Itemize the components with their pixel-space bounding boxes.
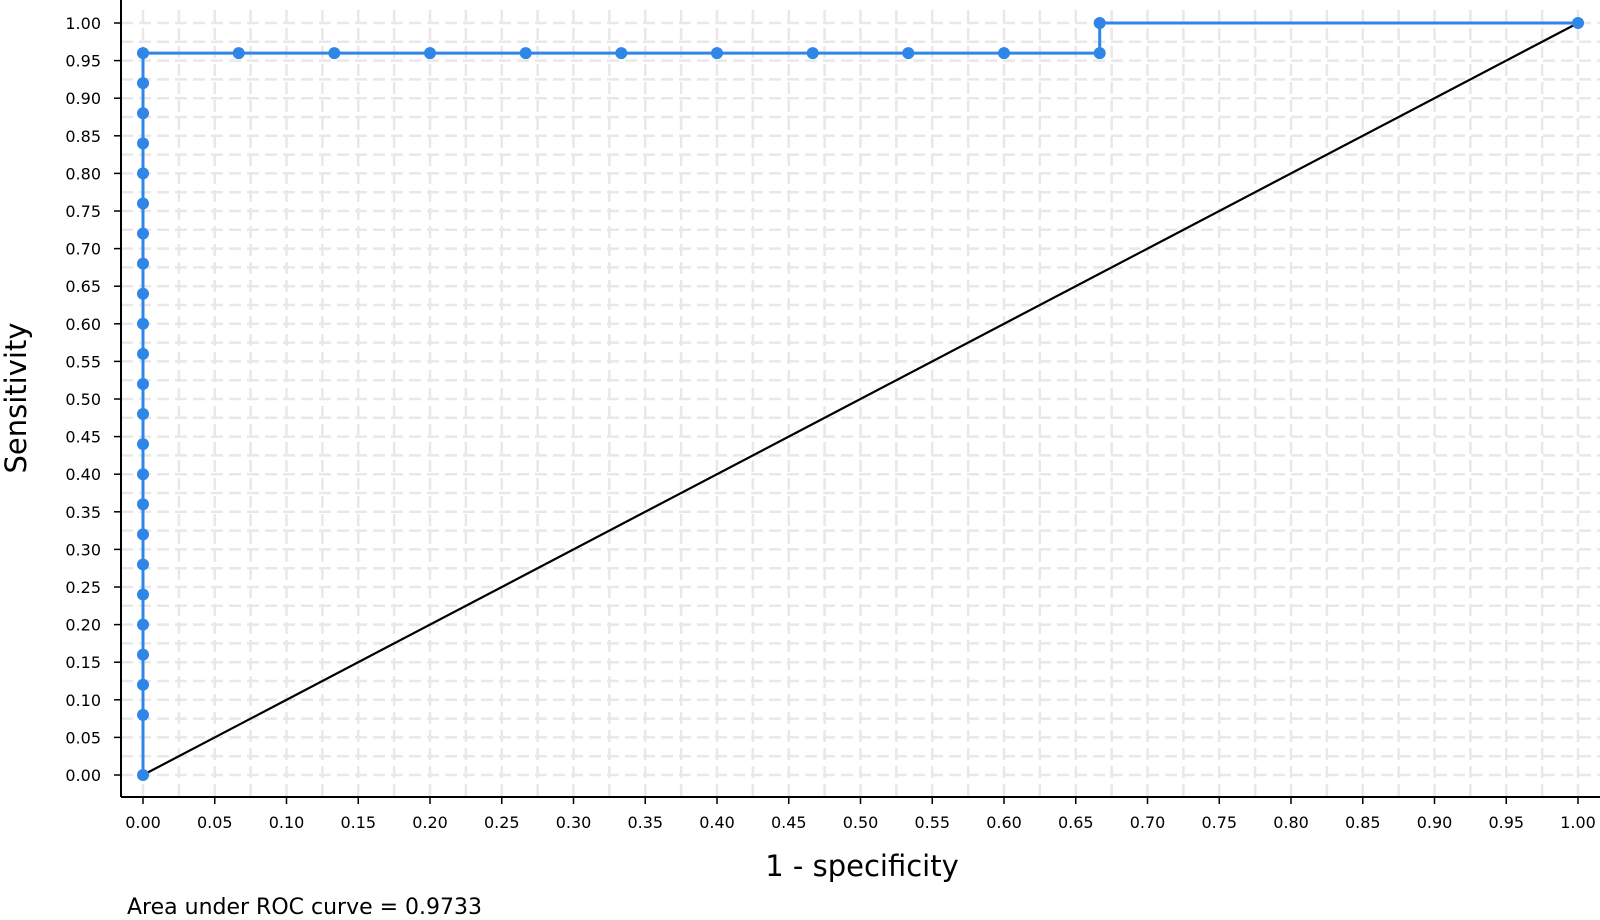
y-tick-label: 0.95	[65, 52, 101, 71]
roc-point	[137, 528, 149, 541]
y-tick-label: 0.10	[65, 691, 101, 710]
y-tick-label: 0.85	[65, 127, 101, 146]
x-tick-label: 0.35	[627, 813, 663, 832]
reference-line-group	[142, 22, 1579, 776]
roc-point	[137, 558, 149, 571]
x-tick-labels: 0.00 0.05 0.10 0.15 0.20 0.25 0.30 0.35 0.40 0.45…	[125, 813, 1596, 832]
reference-diagonal-line	[142, 22, 1579, 776]
y-tick-label: 0.75	[65, 202, 101, 221]
roc-point	[137, 347, 149, 360]
x-tick-label: 0.95	[1488, 813, 1524, 832]
roc-point	[137, 107, 149, 120]
x-tick-label: 0.15	[340, 813, 376, 832]
roc-point	[806, 47, 819, 60]
roc-point	[137, 227, 149, 240]
roc-point	[137, 257, 149, 270]
x-tick-label: 1.00	[1560, 813, 1596, 832]
x-tick-label: 0.20	[412, 813, 448, 832]
y-tick-label: 0.25	[65, 578, 101, 597]
roc-point	[137, 588, 149, 601]
x-tick-label: 0.30	[556, 813, 592, 832]
x-tick-label: 0.70	[1130, 813, 1166, 832]
y-tick-labels: 0.00 0.05 0.10 0.15 0.20 0.25 0.30 0.35 0.40 0.45…	[65, 14, 101, 785]
roc-point	[137, 708, 149, 721]
roc-point	[615, 47, 628, 60]
roc-point	[137, 287, 149, 300]
y-tick-label: 0.15	[65, 653, 101, 672]
y-tick-label: 0.30	[65, 540, 101, 559]
x-tick-label: 0.25	[484, 813, 520, 832]
roc-point	[902, 47, 915, 60]
roc-point	[1572, 17, 1584, 29]
roc-point	[137, 438, 149, 451]
roc-point	[137, 498, 149, 511]
x-tick-label: 0.65	[1058, 813, 1094, 832]
y-tick-label: 0.00	[65, 766, 101, 785]
y-tick-label: 0.55	[65, 352, 101, 371]
y-tick-label: 0.50	[65, 390, 101, 409]
roc-point	[137, 468, 149, 481]
roc-point	[137, 377, 149, 390]
y-tick-label: 0.90	[65, 89, 101, 108]
roc-point	[328, 47, 341, 60]
x-tick-label: 0.75	[1201, 813, 1237, 832]
y-tick-label: 0.20	[65, 616, 101, 635]
roc-point	[232, 47, 245, 60]
y-tick-label: 0.70	[65, 240, 101, 259]
y-tick-label: 0.45	[65, 428, 101, 447]
auc-annotation: Area under ROC curve = 0.9733	[127, 895, 482, 920]
x-tick-label: 0.55	[914, 813, 950, 832]
x-axis-title: 1 - specificity	[765, 849, 959, 883]
roc-point	[137, 618, 149, 631]
roc-point	[1093, 47, 1106, 60]
roc-point	[137, 197, 149, 210]
y-tick-label: 0.65	[65, 277, 101, 296]
roc-point	[137, 648, 149, 661]
x-tick-label: 0.10	[269, 813, 305, 832]
y-tick-label: 0.05	[65, 728, 101, 747]
axes	[114, 0, 1600, 804]
roc-point	[998, 47, 1010, 60]
roc-point	[711, 47, 723, 60]
y-tick-label: 0.40	[65, 465, 101, 484]
roc-point	[137, 317, 149, 330]
roc-point	[137, 769, 149, 781]
roc-point	[519, 47, 532, 60]
x-tick-label: 0.05	[197, 813, 233, 832]
x-tick-label: 0.85	[1345, 813, 1381, 832]
roc-point	[137, 77, 149, 90]
y-tick-label: 0.60	[65, 315, 101, 334]
roc-point	[137, 137, 149, 150]
x-tick-label: 0.90	[1417, 813, 1453, 832]
roc-point	[137, 167, 149, 180]
x-tick-label: 0.45	[771, 813, 807, 832]
y-tick-label: 0.80	[65, 164, 101, 183]
roc-point	[1093, 17, 1106, 29]
x-tick-label: 0.80	[1273, 813, 1309, 832]
roc-point	[424, 47, 436, 60]
roc-point	[137, 47, 149, 60]
y-tick-label: 1.00	[65, 14, 101, 33]
y-axis-title: Sensitivity	[0, 323, 33, 474]
x-tick-label: 0.00	[125, 813, 161, 832]
x-tick-label: 0.60	[986, 813, 1022, 832]
roc-point	[137, 678, 149, 691]
roc-point	[137, 408, 149, 421]
x-tick-label: 0.50	[843, 813, 879, 832]
x-tick-label: 0.40	[699, 813, 735, 832]
y-tick-label: 0.35	[65, 503, 101, 522]
roc-curve-group	[137, 17, 1584, 781]
